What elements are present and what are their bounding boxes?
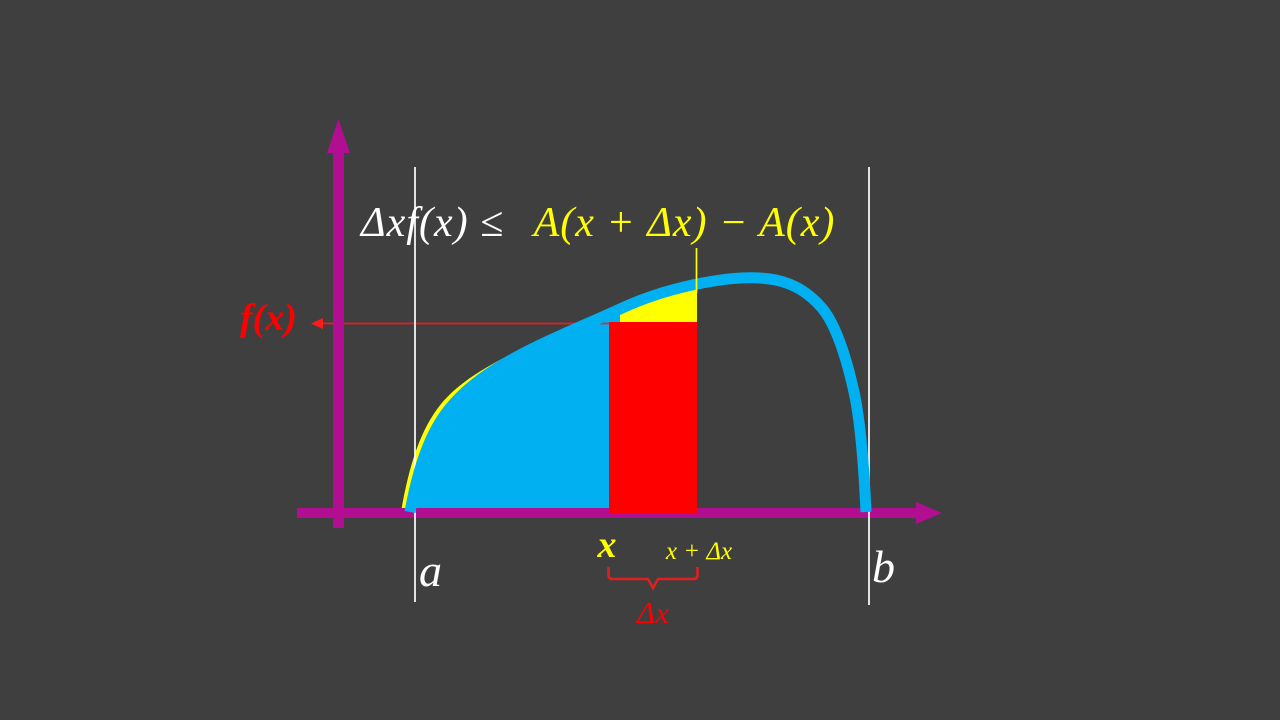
x-axis xyxy=(297,508,918,518)
upper-bound-label: b xyxy=(872,541,895,592)
delta-x-bracket xyxy=(607,567,699,591)
dx-label: Δx xyxy=(637,595,669,630)
y-axis-arrowhead xyxy=(327,119,350,153)
x-label: x xyxy=(597,524,617,566)
delta-x-rectangle xyxy=(609,322,697,514)
x-axis-arrowhead xyxy=(916,502,942,524)
formula-lhs: Δxf(x) ≤ xyxy=(361,200,505,246)
y-axis xyxy=(333,140,344,528)
accumulated-area xyxy=(410,309,620,512)
fx-label: f(x) xyxy=(240,297,297,339)
x-plus-dx-label: x + Δx xyxy=(665,538,733,565)
formula-rhs: A(x + Δx) − A(x) xyxy=(533,200,836,246)
function-curve xyxy=(404,272,872,513)
fx-reference-arrowhead xyxy=(311,318,323,329)
inequality-formula: Δxf(x) ≤ A(x + Δx) − A(x) xyxy=(361,199,835,247)
lower-bound-label: a xyxy=(419,545,442,596)
